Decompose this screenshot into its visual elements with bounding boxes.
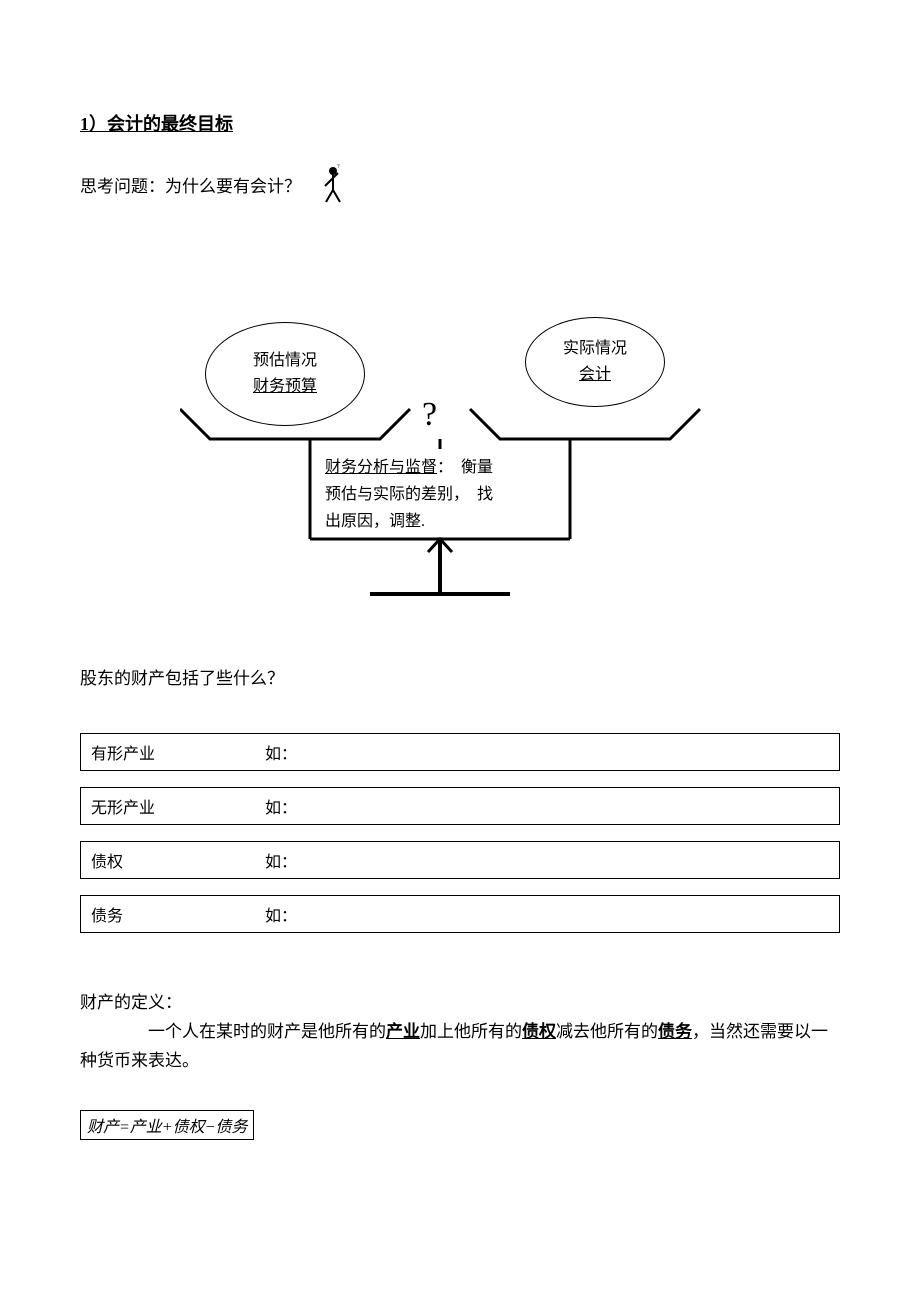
- asset-label: 债务: [91, 902, 261, 926]
- question-mark-icon: ?: [422, 396, 437, 434]
- analysis-colon: ：: [437, 459, 453, 476]
- analysis-label: 财务分析与监督: [325, 459, 437, 476]
- table-row: 债权 如：: [80, 841, 840, 879]
- left-ellipse: 预估情况 财务预算: [205, 322, 365, 426]
- balance-diagram: 预估情况 财务预算 实际情况 会计 ? 财务分析与监督： 衡量 预估与实际的差别…: [180, 314, 740, 614]
- asset-prompt: 如：: [265, 908, 297, 925]
- def-word-2: 债权: [522, 1022, 556, 1041]
- asset-label: 债权: [91, 848, 261, 872]
- section-heading: 1）会计的最终目标: [80, 110, 840, 136]
- thinker-icon: ?: [321, 164, 345, 204]
- left-ellipse-line2: 财务预算: [253, 374, 317, 400]
- analysis-line2: 预估与实际的差别，: [325, 486, 469, 503]
- right-ellipse-line1: 实际情况: [563, 336, 627, 362]
- svg-text:?: ?: [337, 164, 340, 170]
- table-row: 有形产业 如：: [80, 733, 840, 771]
- right-ellipse: 实际情况 会计: [525, 317, 665, 407]
- table-row: 无形产业 如：: [80, 787, 840, 825]
- right-ellipse-line2: 会计: [579, 362, 611, 388]
- def-word-1: 产业: [386, 1022, 420, 1041]
- def-pre: 一个人在某时的财产是他所有的: [148, 1022, 386, 1041]
- analysis-line3: 出原因，调整.: [325, 508, 565, 535]
- analysis-box: 财务分析与监督： 衡量 预估与实际的差别， 找 出原因，调整.: [325, 454, 565, 536]
- def-mid-2: 减去他所有的: [556, 1022, 658, 1041]
- asset-prompt: 如：: [265, 746, 297, 763]
- definition-title: 财产的定义：: [80, 989, 840, 1018]
- asset-label: 有形产业: [91, 740, 261, 764]
- assets-question: 股东的财产包括了些什么？: [80, 664, 840, 689]
- asset-table: 有形产业 如： 无形产业 如： 债权 如： 债务 如：: [80, 717, 840, 949]
- asset-prompt: 如：: [265, 854, 297, 871]
- def-word-3: 债务: [658, 1022, 692, 1041]
- analysis-rest2: 找: [477, 486, 493, 503]
- asset-prompt: 如：: [265, 800, 297, 817]
- question-text: 为什么要有会计？: [165, 177, 301, 196]
- analysis-rest1: 衡量: [461, 459, 493, 476]
- asset-label: 无形产业: [91, 794, 261, 818]
- question-prefix: 思考问题：: [80, 177, 165, 196]
- table-row: 债务 如：: [80, 895, 840, 933]
- formula-box: 财产=产业+债权−债务: [80, 1110, 254, 1140]
- def-mid-1: 加上他所有的: [420, 1022, 522, 1041]
- definition-block: 财产的定义： 一个人在某时的财产是他所有的产业加上他所有的债权减去他所有的债务，…: [80, 989, 840, 1076]
- left-ellipse-line1: 预估情况: [253, 348, 317, 374]
- question-row: 思考问题：为什么要有会计？ ?: [80, 164, 840, 204]
